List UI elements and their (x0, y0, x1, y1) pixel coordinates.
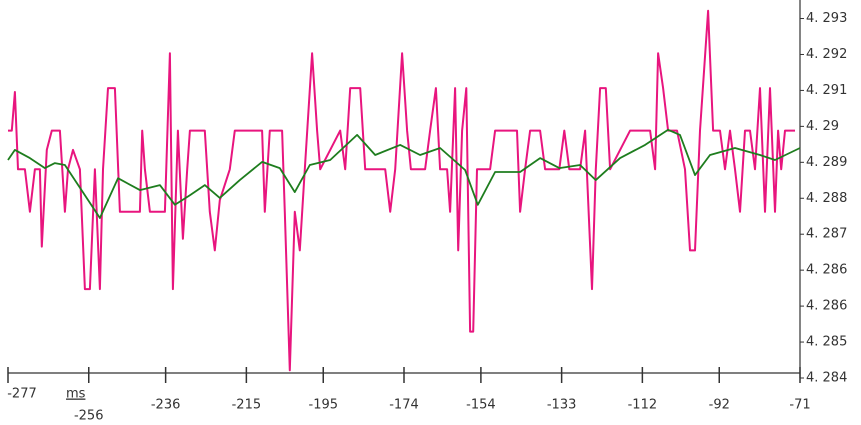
x-tick-label: -195 (309, 398, 339, 413)
y-tick-label: 4. 286 (806, 299, 847, 314)
y-tick-label: 4. 288 (806, 191, 847, 206)
y-tick-label: 4. 291 (806, 83, 847, 98)
y-tick-label: 4. 287 (806, 227, 847, 242)
x-tick-label: -215 (232, 398, 262, 413)
data-line (8, 9, 795, 372)
x-tick-label: -256 (74, 409, 104, 424)
y-tick-label: 4. 293 (806, 11, 847, 26)
y-tick-label: 4. 284 (806, 371, 847, 386)
x-tick-label: -112 (628, 398, 658, 413)
y-tick-label: 4. 286 (806, 263, 847, 278)
y-tick-label: 4. 292 (806, 47, 847, 62)
y-tick-label: 4. 289 (806, 155, 847, 170)
x-tick-label: -71 (789, 398, 810, 413)
x-axis-unit: ms (66, 387, 86, 402)
x-tick-label: -154 (466, 398, 496, 413)
x-tick-label: -174 (389, 398, 419, 413)
x-tick-label: -92 (709, 398, 730, 413)
x-tick-label: -133 (547, 398, 577, 413)
data-line (7, 128, 801, 219)
y-tick-label: 4. 285 (806, 335, 847, 350)
x-tick-label: -236 (151, 398, 181, 413)
y-tick-label: 4. 29 (806, 119, 839, 134)
x-tick-label: -277 (7, 387, 37, 402)
